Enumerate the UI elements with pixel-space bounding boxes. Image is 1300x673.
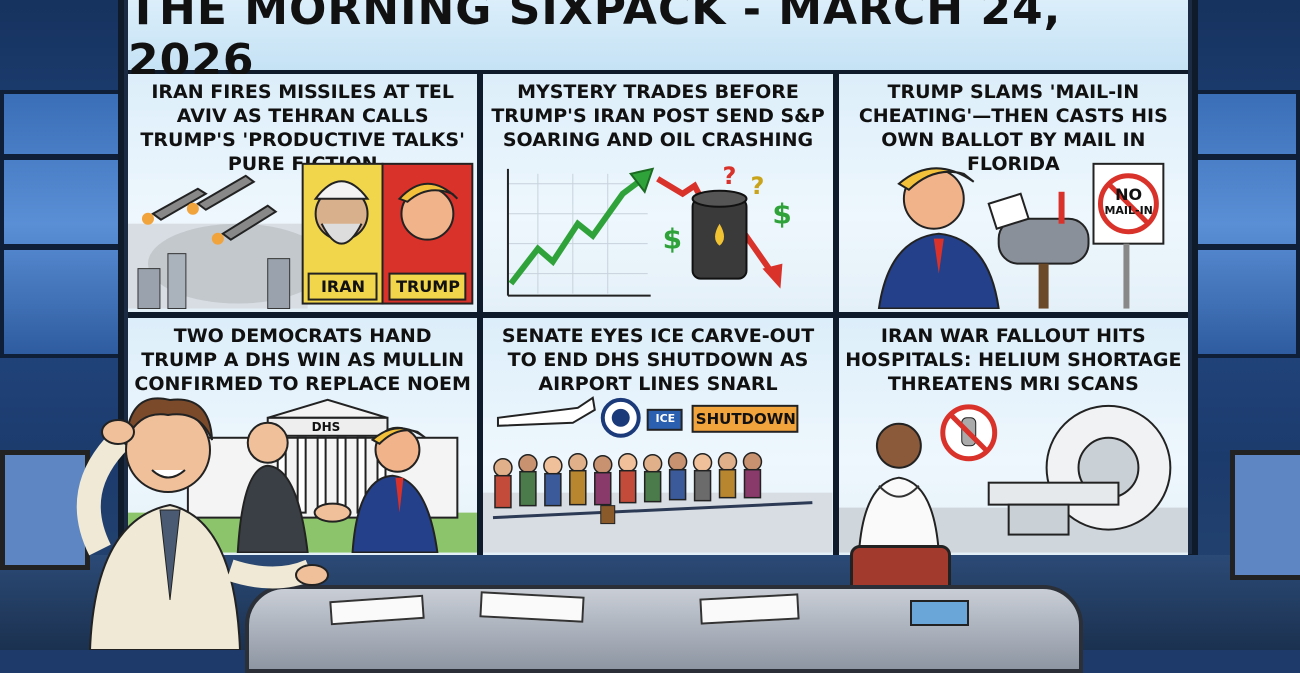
svg-text:$: $ (773, 198, 792, 231)
page-title: THE MORNING SIXPACK - MARCH 24, 2026 (128, 0, 1062, 86)
dhs-sign: DHS (311, 420, 341, 434)
dhs-handshake-illustration (128, 398, 478, 553)
ice-sign: ICE (655, 412, 676, 425)
missile-strike-illustration (128, 162, 474, 309)
svg-text:?: ? (751, 172, 765, 200)
news-panel-1[interactable]: IRAN FIRES MISSILES AT TEL AVIV AS TEHRA… (128, 74, 478, 312)
no-mail-in-sign: NO MAIL-IN (1097, 186, 1161, 218)
sign-text-mail-in: MAIL-IN (1104, 204, 1153, 217)
handshake-icon (313, 502, 352, 523)
panel-headline: TWO DEMOCRATS HAND TRUMP A DHS WIN AS MU… (134, 325, 471, 395)
sign-text-no: NO (1115, 185, 1143, 204)
missile-icon (151, 174, 278, 241)
desk-paper (699, 593, 800, 625)
svg-text:?: ? (723, 162, 737, 190)
stock-oil-illustration: $ $ ? ? (507, 162, 792, 297)
rising-chart-line (508, 176, 645, 286)
desk-tablet (910, 600, 969, 626)
svg-text:$: $ (663, 223, 682, 256)
mri-shortage-illustration (838, 404, 1188, 553)
news-panel-2[interactable]: MYSTERY TRADES BEFORE TRUMP'S IRAN POST … (483, 74, 833, 312)
panel-headline: SENATE EYES ICE CARVE-OUT TO END DHS SHU… (501, 325, 815, 395)
left-wall-screen (0, 90, 128, 358)
airplane-icon (497, 396, 597, 427)
title-banner: THE MORNING SIXPACK - MARCH 24, 2026 (128, 0, 1188, 86)
news-panel-grid: IRAN FIRES MISSILES AT TEL AVIV AS TEHRA… (128, 74, 1188, 556)
airport-line-illustration (483, 396, 833, 553)
news-panel-5[interactable]: SENATE EYES ICE CARVE-OUT TO END DHS SHU… (483, 318, 833, 556)
mail-in-illustration (877, 162, 1165, 309)
shutdown-sign: SHUTDOWN (695, 410, 796, 428)
right-monitor (1230, 450, 1300, 580)
mailbox-icon (997, 217, 1090, 265)
label-trump: TRUMP (396, 277, 460, 296)
panel-headline: MYSTERY TRADES BEFORE TRUMP'S IRAN POST … (491, 81, 825, 151)
presenter-figure (76, 397, 329, 650)
panel-headline: TRUMP SLAMS 'MAIL-IN CHEATING'—THEN CAST… (858, 81, 1168, 175)
doctor-icon (875, 422, 922, 469)
panel-headline: IRAN WAR FALLOUT HITS HOSPITALS: HELIUM … (845, 325, 1182, 395)
news-panel-3[interactable]: TRUMP SLAMS 'MAIL-IN CHEATING'—THEN CAST… (838, 74, 1188, 312)
label-iran: IRAN (320, 277, 366, 296)
news-panel-6[interactable]: IRAN WAR FALLOUT HITS HOSPITALS: HELIUM … (838, 318, 1188, 556)
desk-paper (479, 591, 585, 623)
